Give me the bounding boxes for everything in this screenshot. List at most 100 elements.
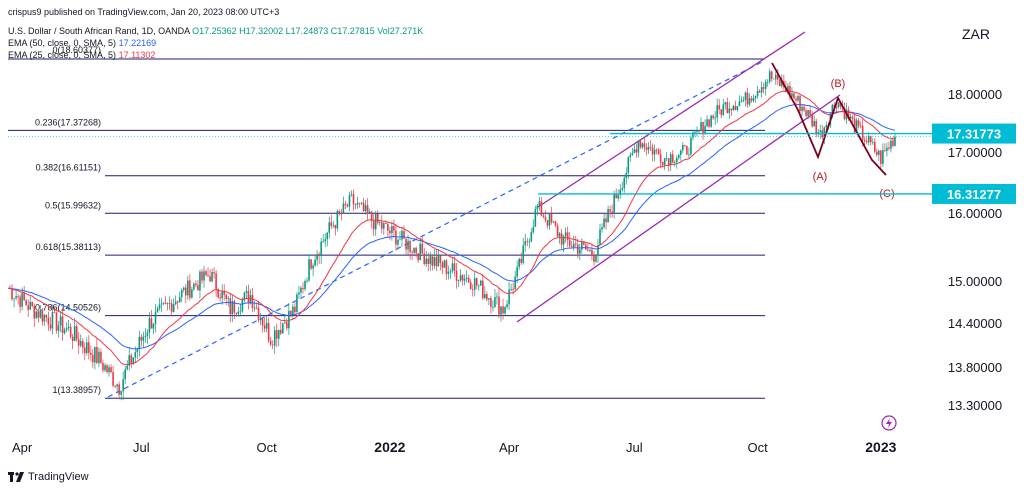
candle	[663, 157, 666, 170]
candle	[332, 221, 335, 228]
fib-label-0.382: 0.382(16.61151)	[36, 163, 101, 173]
candle	[19, 294, 21, 313]
time-axis[interactable]: Apr Jul Oct 2022 Apr Jul Oct 2023	[12, 439, 897, 455]
candle	[110, 364, 112, 374]
candle	[609, 205, 611, 218]
candle	[726, 97, 729, 114]
candle	[148, 312, 151, 339]
candle	[449, 268, 452, 279]
candle	[813, 115, 815, 128]
time-tick: Oct	[747, 440, 768, 455]
level-tag-text-1: 16.31277	[947, 187, 1001, 202]
candle	[589, 249, 591, 253]
candle	[334, 224, 337, 236]
candle	[366, 198, 369, 221]
candle	[619, 184, 622, 199]
candle	[187, 275, 189, 300]
lightning-icon[interactable]	[881, 415, 897, 431]
candle	[104, 363, 106, 372]
candle	[526, 237, 529, 247]
candle	[732, 104, 735, 112]
ema50-legend[interactable]: EMA (50, close, 0, SMA, 5) 17.22169	[8, 38, 156, 48]
candle	[320, 237, 322, 264]
candle	[613, 190, 615, 219]
candle	[81, 338, 84, 354]
candle	[621, 181, 624, 192]
candle	[227, 295, 230, 307]
candle	[306, 277, 308, 284]
candle	[73, 318, 76, 342]
candle	[435, 249, 438, 272]
candle	[407, 234, 409, 255]
ema25-label: EMA (25, close, 0, SMA, 5)	[8, 50, 117, 60]
candle	[112, 365, 114, 388]
candle	[75, 323, 78, 343]
level-tag-0[interactable]	[932, 123, 1016, 144]
candle	[152, 322, 155, 335]
price-axis[interactable]: 18.00000 17.00000 16.00000 15.00000 14.40000…	[948, 87, 1002, 413]
candle	[633, 144, 636, 154]
candle	[269, 336, 272, 347]
candle	[554, 220, 557, 228]
candle	[124, 365, 126, 384]
candle	[193, 282, 195, 291]
candle	[744, 91, 747, 107]
candle	[120, 390, 122, 401]
candle	[118, 381, 120, 400]
candle	[665, 151, 668, 162]
candle	[680, 149, 682, 162]
candle	[603, 213, 605, 229]
candle	[597, 238, 599, 263]
candle	[528, 238, 531, 249]
candle	[463, 274, 466, 286]
candle	[570, 240, 573, 249]
candle	[302, 282, 304, 294]
candle	[439, 255, 442, 271]
candle	[395, 223, 397, 251]
candle	[144, 328, 147, 344]
ema25-legend[interactable]: EMA (25, close, 0, SMA, 5) 17.11302	[8, 50, 155, 60]
candle	[443, 259, 446, 268]
candle	[352, 189, 355, 211]
candle	[362, 197, 365, 212]
candle	[201, 268, 203, 284]
candle	[882, 143, 884, 168]
abc-wave	[771, 62, 887, 176]
candle	[358, 202, 361, 208]
candle	[160, 297, 163, 313]
time-tick: 2023	[865, 439, 896, 455]
candle	[429, 251, 432, 271]
candle	[706, 115, 708, 128]
candle	[308, 254, 310, 282]
candle	[756, 86, 759, 99]
price-tick: 13.30000	[948, 398, 1002, 413]
candle	[649, 140, 652, 152]
candle	[692, 130, 694, 141]
candle	[623, 174, 626, 193]
candle	[102, 359, 104, 373]
candle	[211, 268, 213, 283]
candle	[564, 227, 567, 243]
level-tag-1[interactable]	[932, 183, 1016, 204]
candle	[79, 334, 82, 348]
candle	[326, 232, 329, 247]
time-tick: Apr	[499, 440, 520, 455]
candle	[178, 291, 181, 303]
tradingview-footer[interactable]: TradingView	[8, 471, 89, 483]
candle	[461, 273, 464, 286]
candle	[576, 238, 579, 259]
candle	[770, 70, 773, 82]
candle	[791, 87, 793, 99]
candle	[857, 118, 860, 129]
candle	[130, 353, 133, 369]
candle	[825, 121, 828, 131]
candle	[878, 149, 880, 162]
wave-label-1: (B)	[831, 78, 846, 90]
candle	[566, 226, 569, 247]
candle	[859, 121, 862, 129]
candle	[90, 345, 92, 362]
candle	[172, 298, 175, 313]
candle	[243, 291, 246, 303]
candle	[21, 287, 23, 311]
